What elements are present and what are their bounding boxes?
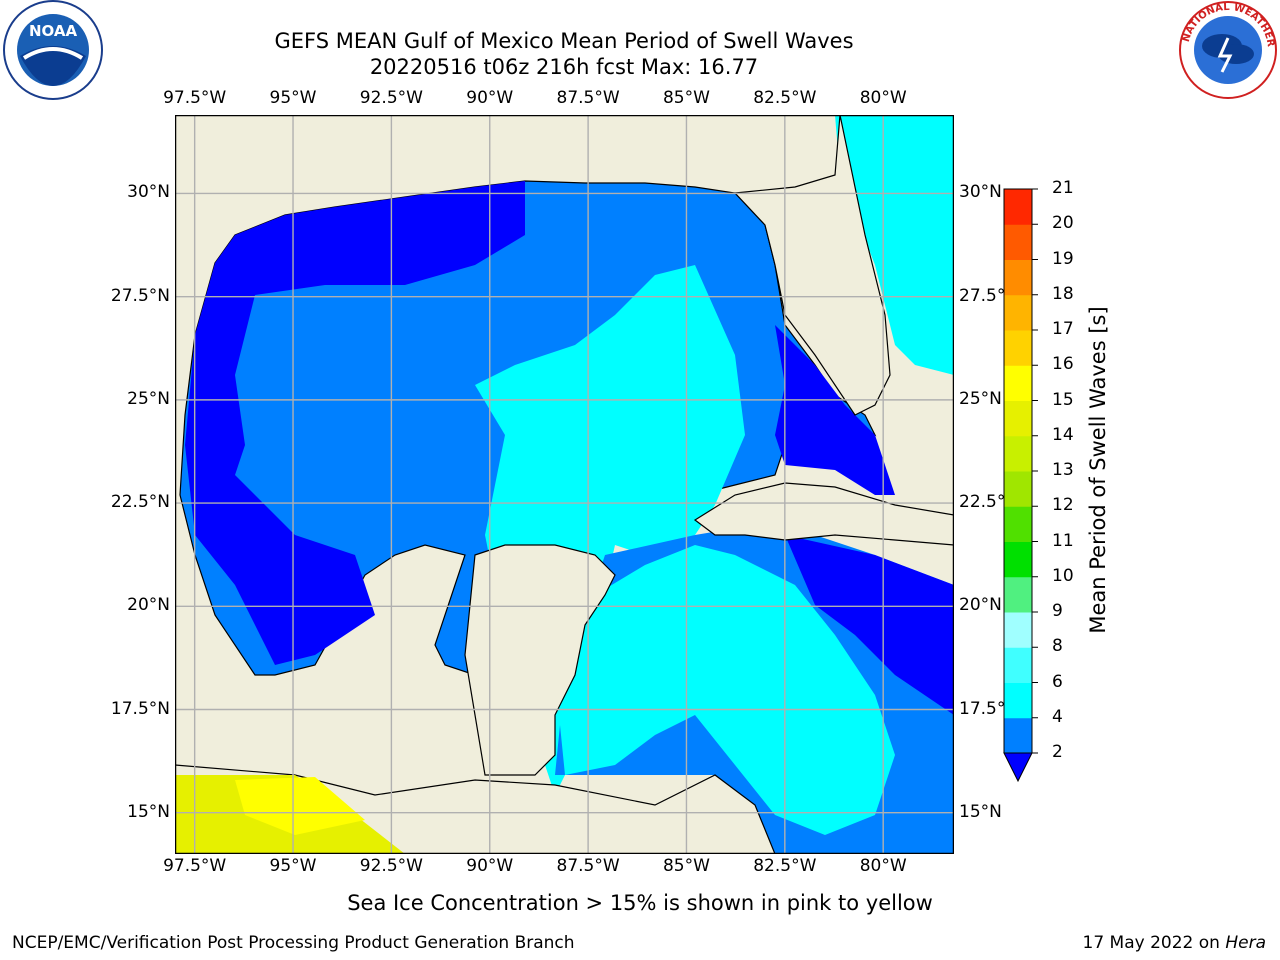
lat-tick-label-right: 20°N [959, 595, 1002, 616]
colorbar-tick-label: 6 [1052, 671, 1063, 692]
caribbean-east-low-band [785, 535, 954, 715]
lat-tick-label-right: 27.5°N [959, 285, 1019, 306]
lon-tick-label: 95°W [269, 88, 317, 108]
lon-tick-label: 92.5°W [359, 88, 423, 108]
colorbar-tick-label: 20 [1052, 213, 1074, 234]
lat-tick-label: 15°N [127, 801, 170, 822]
lon-tick-label: 87.5°W [556, 856, 620, 876]
colorbar-segment [1004, 224, 1032, 260]
colorbar-tick-label: 18 [1052, 283, 1074, 304]
lon-tick-label: 80°W [859, 88, 907, 108]
nws-logo: NATIONAL WEATHER SERVICE [1176, 0, 1277, 99]
colorbar-tick-label: 11 [1052, 530, 1074, 551]
colorbar-tick-label: 13 [1052, 460, 1074, 480]
lat-tick-label: 30°N [127, 182, 170, 203]
florida-land [733, 115, 891, 416]
colorbar-segment [1004, 330, 1032, 366]
lon-tick-label: 92.5°W [359, 856, 423, 876]
colorbar-tick-label: 15 [1052, 389, 1074, 410]
colorbar-segment [1004, 259, 1032, 296]
colorbar-segment [1004, 189, 1032, 225]
lon-tick-label: 85°W [662, 856, 710, 876]
lon-tick-label: 82.5°W [753, 88, 817, 108]
colorbar-segment [1004, 471, 1032, 507]
lat-tick-label: 27.5°N [110, 285, 170, 306]
date-stamp: 17 May 2022 on Hera [1083, 933, 1267, 953]
machine-name: Hera [1225, 933, 1266, 953]
chart-subtitle: 20220516 t06z 216h fcst Max: 16.77 [369, 55, 759, 79]
coastal-low-period-band [185, 181, 525, 665]
colorbar-tick-label: 17 [1052, 319, 1074, 339]
colorbar-tick-label: 14 [1052, 424, 1074, 445]
map-panel [175, 115, 954, 854]
noaa-logo-text: NOAA [29, 22, 78, 40]
yucatan-land [464, 544, 616, 776]
lon-tick-label: 95°W [269, 856, 317, 876]
colorbar-tick-label: 12 [1052, 495, 1074, 516]
lon-tick-label: 90°W [466, 88, 514, 108]
chart-title: GEFS MEAN Gulf of Mexico Mean Period of … [274, 29, 854, 53]
colorbar-tick-label: 19 [1052, 248, 1074, 269]
colorbar-tick-label: 21 [1052, 178, 1074, 198]
colorbar-tick-label: 10 [1052, 565, 1074, 586]
lat-tick-label: 17.5°N [110, 698, 170, 719]
sea-ice-note-text: Sea Ice Concentration > 15% is shown in … [347, 891, 933, 915]
central-swell-tongue [475, 265, 745, 795]
colorbar-label: Mean Period of Swell Waves [s] [1086, 306, 1110, 634]
colorbar-segment [1004, 647, 1032, 683]
lon-tick-label: 87.5°W [556, 88, 620, 108]
lon-tick-label: 82.5°W [753, 856, 817, 876]
colorbar-segment [1004, 612, 1032, 648]
lat-tick-label: 25°N [127, 388, 170, 409]
colorbar-tick-label: 9 [1052, 601, 1063, 621]
lat-tick-label: 20°N [127, 595, 170, 616]
colorbar [1003, 188, 1038, 783]
lat-tick-label: 22.5°N [110, 492, 170, 513]
colorbar-segment [1004, 682, 1032, 719]
colorbar-segment [1004, 717, 1032, 754]
lat-tick-label-right: 30°N [959, 182, 1002, 203]
colorbar-segment [1004, 506, 1032, 542]
sea-ice-note: Sea Ice Concentration > 15% is shown in … [0, 891, 1280, 915]
map-frame [175, 115, 954, 854]
colorbar-tick-label: 4 [1052, 706, 1063, 727]
lon-tick-label: 97.5°W [163, 856, 227, 876]
pacific-ice-core [235, 777, 365, 835]
atlantic-water-field [835, 115, 954, 375]
lon-tick-label: 97.5°W [163, 88, 227, 108]
lat-tick-label-right: 17.5°N [959, 698, 1019, 719]
colorbar-segment [1004, 400, 1032, 437]
colorbar-segment [1004, 576, 1032, 613]
lat-tick-label-right: 22.5°N [959, 492, 1019, 513]
florida-shelf-band [775, 325, 895, 495]
colorbar-tick-label: 8 [1052, 636, 1063, 657]
colorbar-segment [1004, 294, 1032, 331]
colorbar-segment [1004, 435, 1032, 472]
lat-tick-label-right: 15°N [959, 801, 1002, 822]
lon-tick-label: 90°W [466, 856, 514, 876]
caribbean-swell-patch [555, 545, 895, 835]
colorbar-segment [1004, 541, 1032, 578]
credit-text: NCEP/EMC/Verification Post Processing Pr… [12, 933, 575, 953]
noaa-logo: NOAA [3, 0, 103, 100]
colorbar-tick-label: 16 [1052, 354, 1074, 375]
date-text: 17 May 2022 on [1082, 933, 1226, 953]
colorbar-segment [1004, 365, 1032, 401]
lon-tick-label: 80°W [859, 856, 907, 876]
lat-tick-label-right: 25°N [959, 388, 1002, 409]
lon-tick-label: 85°W [662, 88, 710, 108]
colorbar-extend-arrow [1003, 752, 1033, 783]
colorbar-tick-labels: 2 4 6 8 9 10 11 12 13 14 15 16 17 18 19 20 21 [1050, 178, 1095, 785]
gridlines [175, 115, 954, 854]
colorbar-tick-label: 2 [1052, 742, 1063, 762]
